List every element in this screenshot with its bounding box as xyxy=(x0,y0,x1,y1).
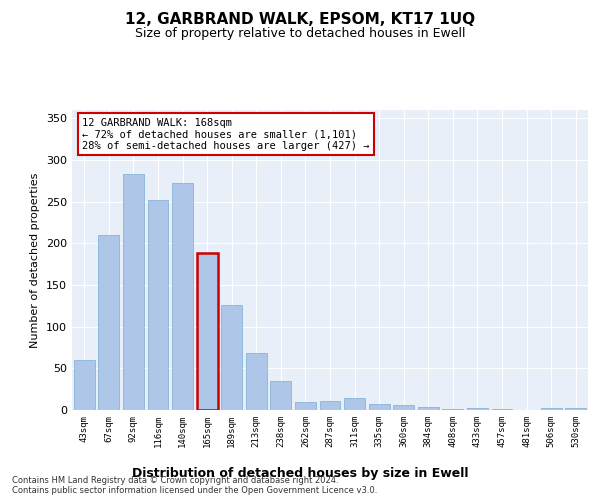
Bar xyxy=(418,406,439,410)
Bar xyxy=(320,401,340,410)
Bar xyxy=(467,408,488,410)
Y-axis label: Number of detached properties: Number of detached properties xyxy=(31,172,40,348)
Bar xyxy=(197,254,218,410)
Text: 12 GARBRAND WALK: 168sqm
← 72% of detached houses are smaller (1,101)
28% of sem: 12 GARBRAND WALK: 168sqm ← 72% of detach… xyxy=(82,118,370,150)
Bar xyxy=(541,408,562,410)
Bar xyxy=(393,405,414,410)
Text: 12, GARBRAND WALK, EPSOM, KT17 1UQ: 12, GARBRAND WALK, EPSOM, KT17 1UQ xyxy=(125,12,475,28)
Bar xyxy=(148,200,169,410)
Bar xyxy=(491,409,512,410)
Bar xyxy=(295,402,316,410)
Bar xyxy=(123,174,144,410)
Bar xyxy=(74,360,95,410)
Bar xyxy=(368,404,389,410)
Bar xyxy=(344,398,365,410)
Bar xyxy=(442,409,463,410)
Bar xyxy=(271,381,292,410)
Text: Contains public sector information licensed under the Open Government Licence v3: Contains public sector information licen… xyxy=(12,486,377,495)
Bar xyxy=(565,408,586,410)
Text: Distribution of detached houses by size in Ewell: Distribution of detached houses by size … xyxy=(132,468,468,480)
Bar xyxy=(172,184,193,410)
Bar xyxy=(246,354,267,410)
Text: Size of property relative to detached houses in Ewell: Size of property relative to detached ho… xyxy=(135,28,465,40)
Text: Contains HM Land Registry data © Crown copyright and database right 2024.: Contains HM Land Registry data © Crown c… xyxy=(12,476,338,485)
Bar xyxy=(221,305,242,410)
Bar xyxy=(98,235,119,410)
